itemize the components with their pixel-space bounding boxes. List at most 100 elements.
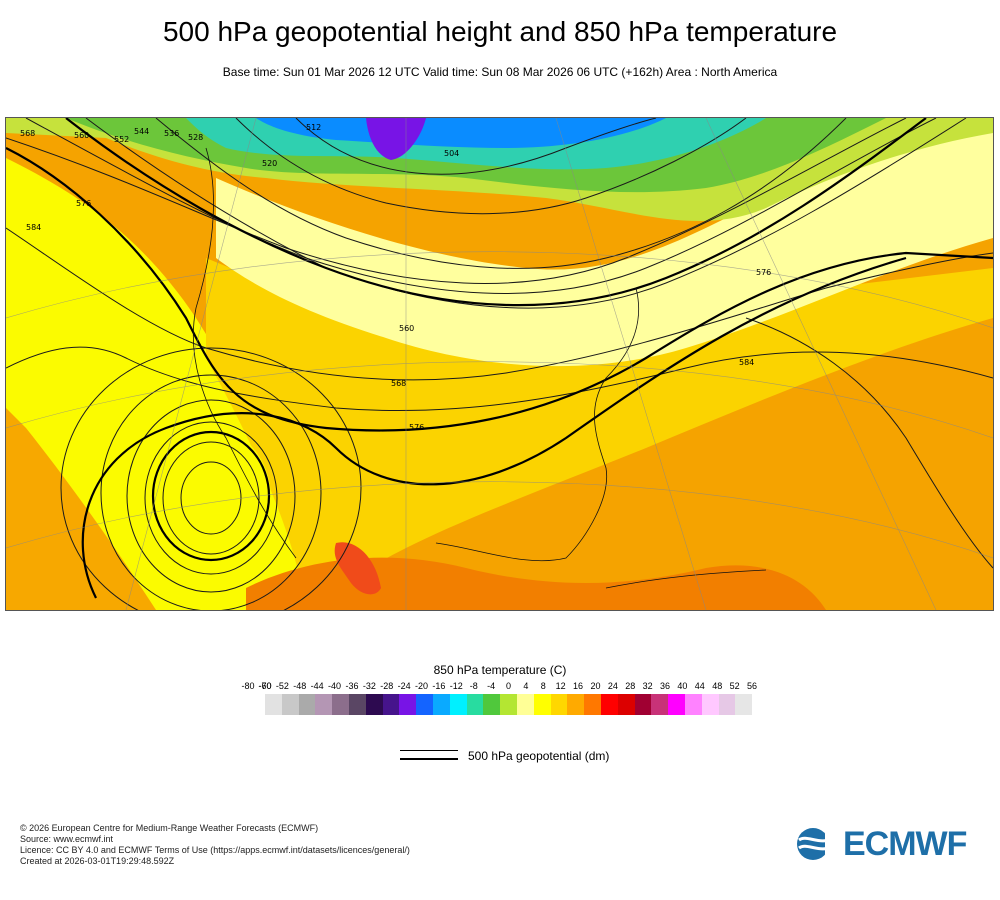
graticule bbox=[6, 118, 993, 610]
geopotential-contours bbox=[6, 118, 993, 610]
colorbar-swatch bbox=[567, 694, 585, 715]
colorbar-tick-label: 4 bbox=[523, 681, 529, 691]
colorbar-tick-label: 52 bbox=[729, 681, 740, 691]
colorbar-tick-label: -40 bbox=[328, 681, 342, 691]
colorbar-swatch bbox=[735, 694, 753, 715]
contour-ring bbox=[162, 441, 260, 555]
colorbar-swatch bbox=[449, 694, 467, 715]
chart-subtitle: Base time: Sun 01 Mar 2026 12 UTC Valid … bbox=[222, 65, 778, 79]
colorbar-swatch bbox=[684, 694, 702, 715]
contour-line bbox=[25, 118, 937, 294]
colorbar-tick-label: -44 bbox=[310, 681, 324, 691]
contour-label: 544 bbox=[134, 127, 149, 136]
contour-line bbox=[745, 317, 993, 569]
colorbar-swatch bbox=[416, 694, 433, 715]
graticule-line bbox=[6, 251, 993, 329]
blue-band bbox=[256, 118, 666, 148]
colorbar-swatch bbox=[516, 694, 534, 715]
contour-labels: 568 560 552 544 536 528 520 512 504 576 … bbox=[20, 123, 771, 432]
colorbar-tick-label: -8 bbox=[469, 681, 478, 691]
coastline bbox=[435, 287, 640, 562]
graticule-line bbox=[6, 481, 993, 559]
contour-label: 512 bbox=[306, 123, 321, 132]
colorbar-tick-label: -80 bbox=[241, 681, 255, 691]
contour-line bbox=[6, 346, 993, 412]
credit-source: Source: www.ecmwf.int bbox=[20, 834, 114, 844]
geopotential-legend-lines bbox=[400, 750, 458, 762]
colorbar-swatch bbox=[432, 694, 450, 715]
colorbar-swatch bbox=[533, 694, 551, 715]
purple-core bbox=[366, 118, 426, 160]
colorbar-swatch bbox=[500, 694, 517, 715]
colorbar-tick-label: 36 bbox=[660, 681, 671, 691]
graticule-line bbox=[555, 118, 707, 610]
colorbar-tick-label: 24 bbox=[607, 681, 618, 691]
colorbar-swatch bbox=[365, 694, 383, 715]
colorbar-swatch bbox=[550, 694, 568, 715]
contour-label: 560 bbox=[399, 324, 414, 333]
colorbar-tick-label: -48 bbox=[293, 681, 307, 691]
graticule-line bbox=[6, 361, 993, 439]
colorbar-tick-label: -36 bbox=[345, 681, 359, 691]
colorbar-tick-label: 44 bbox=[694, 681, 705, 691]
graticule-line bbox=[705, 118, 937, 610]
colorbar bbox=[265, 694, 753, 715]
contour-label: 568 bbox=[20, 129, 35, 138]
contour-ring bbox=[100, 374, 322, 610]
contour-line bbox=[6, 227, 993, 381]
colorbar-swatch bbox=[718, 694, 736, 715]
geopotential-legend-label: 500 hPa geopotential (dm) bbox=[468, 749, 610, 763]
colorbar-swatch bbox=[634, 694, 652, 715]
legend-line-thick bbox=[400, 758, 458, 760]
colorbar-tick-label: 20 bbox=[590, 681, 601, 691]
contour-label: 536 bbox=[164, 129, 179, 138]
graticule-line bbox=[125, 118, 257, 610]
colorbar-swatch bbox=[281, 694, 299, 715]
contour-line bbox=[155, 118, 847, 269]
contour-label: 552 bbox=[114, 135, 129, 144]
contour-ring bbox=[144, 421, 278, 575]
colorbar-tick-label: 40 bbox=[677, 681, 688, 691]
colorbar-swatch bbox=[483, 694, 501, 715]
contour-line-thick bbox=[6, 147, 993, 432]
contour-line bbox=[85, 118, 967, 309]
colorbar-swatch bbox=[399, 694, 417, 715]
colorbar-tick-label: -16 bbox=[432, 681, 446, 691]
colorbar-swatch bbox=[600, 694, 618, 715]
ecmwf-logo-text: ECMWF bbox=[843, 825, 967, 863]
colorbar-tick-label: -20 bbox=[415, 681, 429, 691]
coastline bbox=[605, 569, 767, 589]
colorbar-tick-label: -32 bbox=[362, 681, 376, 691]
colorbar-tick-label: -70 bbox=[258, 681, 272, 691]
contour-line-thick bbox=[81, 256, 907, 599]
colorbar-tick-label: 16 bbox=[573, 681, 584, 691]
red-blob bbox=[334, 542, 381, 595]
colorbar-swatch bbox=[466, 694, 484, 715]
contour-ring bbox=[60, 347, 362, 610]
colorbar-tick-label: 0 bbox=[505, 681, 512, 691]
colorbar-title: 850 hPa temperature (C) bbox=[433, 663, 567, 677]
contour-line-thick bbox=[65, 118, 927, 307]
colorbar-swatch bbox=[298, 694, 316, 715]
credit-copyright: © 2026 European Centre for Medium-Range … bbox=[20, 823, 319, 833]
credit-created: Created at 2026-03-01T19:29:48.592Z bbox=[20, 856, 175, 866]
ecmwf-logo-icon bbox=[797, 828, 839, 860]
colorbar-tick-label: -28 bbox=[380, 681, 394, 691]
gold-band bbox=[206, 258, 993, 610]
colorbar-swatch bbox=[348, 694, 366, 715]
contour-ring-thick bbox=[151, 430, 271, 562]
colorbar-swatch bbox=[382, 694, 400, 715]
colorbar-tick-label: 28 bbox=[625, 681, 636, 691]
forecast-map: 568 560 552 544 536 528 520 512 504 576 … bbox=[5, 117, 994, 611]
colorbar-swatch bbox=[315, 694, 333, 715]
colorbar-tick-label: 8 bbox=[540, 681, 546, 691]
credits: © 2026 European Centre for Medium-Range … bbox=[20, 823, 410, 867]
colorbar-tick-label: -4 bbox=[487, 681, 496, 691]
contour-label: 576 bbox=[409, 423, 424, 432]
geopotential-contours-thick bbox=[6, 118, 993, 599]
contour-label: 528 bbox=[188, 133, 203, 142]
colorbar-tick-label: 56 bbox=[746, 681, 758, 691]
contour-label: 520 bbox=[262, 159, 277, 168]
colorbar-swatch bbox=[265, 694, 282, 715]
colorbar-swatch bbox=[701, 694, 719, 715]
